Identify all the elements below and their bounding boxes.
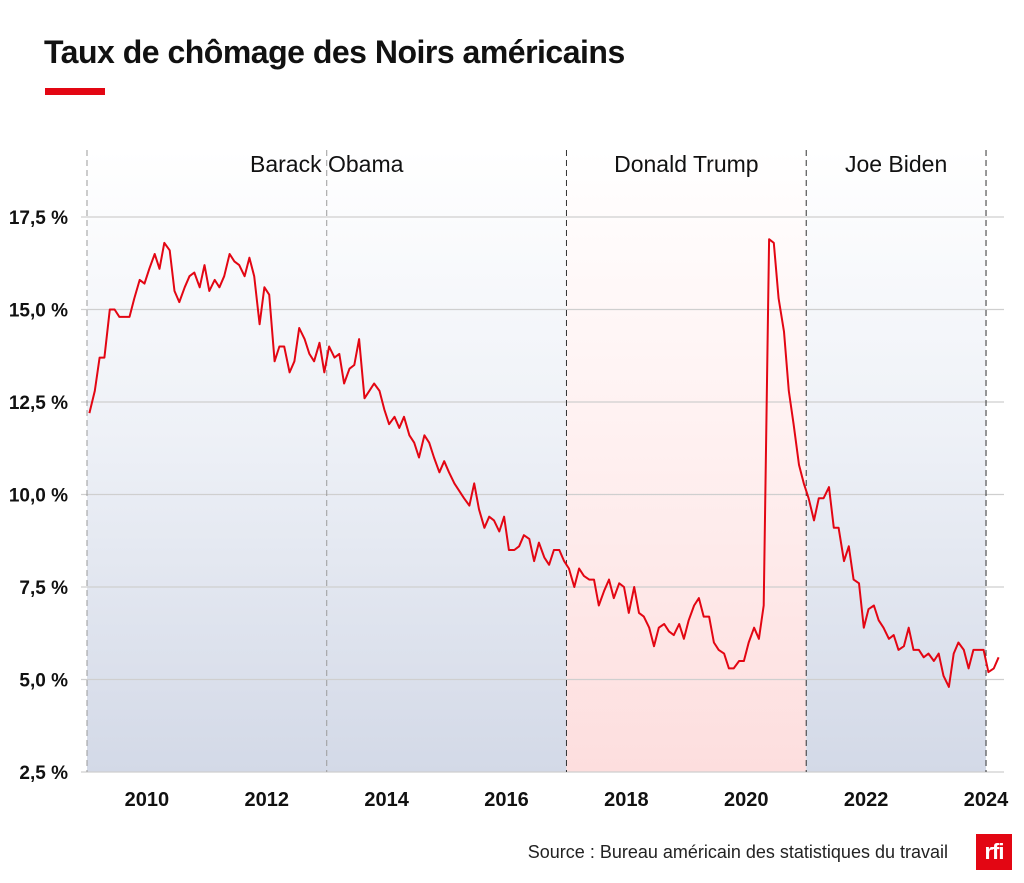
y-tick-label-6: 2,5 % <box>19 763 68 784</box>
x-tick-label-7: 2024 <box>964 789 1009 811</box>
period-band-2 <box>806 150 987 772</box>
period-labels: Barack Obama Donald Trump Joe Biden <box>250 151 947 177</box>
source-note: Source : Bureau américain des statistiqu… <box>527 842 948 862</box>
y-axis: 17,5 % 15,0 % 12,5 % 10,0 % 7,5 % 5,0 % 2,5 % <box>9 208 68 784</box>
x-tick-label-3: 2016 <box>484 789 529 811</box>
y-tick-label-1: 15,0 % <box>9 301 68 322</box>
y-tick-label-4: 7,5 % <box>19 578 68 599</box>
period-bands <box>86 150 987 772</box>
title-accent-bar <box>45 88 105 95</box>
page-title: Taux de chômage des Noirs américains <box>44 34 625 70</box>
period-label-1: Donald Trump <box>614 151 758 177</box>
rfi-logo: rfi <box>976 834 1012 870</box>
period-dividers <box>86 150 987 772</box>
x-tick-label-6: 2022 <box>844 789 889 811</box>
y-tick-label-3: 10,0 % <box>9 486 68 507</box>
period-band-1 <box>566 150 807 772</box>
grid-lines <box>81 216 1004 773</box>
x-tick-label-5: 2020 <box>724 789 769 811</box>
series-group <box>88 238 1000 688</box>
x-tick-label-4: 2018 <box>604 789 649 811</box>
series-line-0 <box>88 238 1000 688</box>
period-label-0: Barack Obama <box>250 151 404 177</box>
x-axis: 2010 2012 2014 2016 2018 2020 2022 2024 <box>125 789 1009 811</box>
y-tick-label-2: 12,5 % <box>9 393 68 414</box>
y-tick-label-5: 5,0 % <box>19 671 68 692</box>
x-tick-label-0: 2010 <box>125 789 170 811</box>
x-tick-label-1: 2012 <box>245 789 290 811</box>
x-tick-label-2: 2014 <box>364 789 409 811</box>
y-tick-label-0: 17,5 % <box>9 208 68 229</box>
period-label-2: Joe Biden <box>845 151 947 177</box>
